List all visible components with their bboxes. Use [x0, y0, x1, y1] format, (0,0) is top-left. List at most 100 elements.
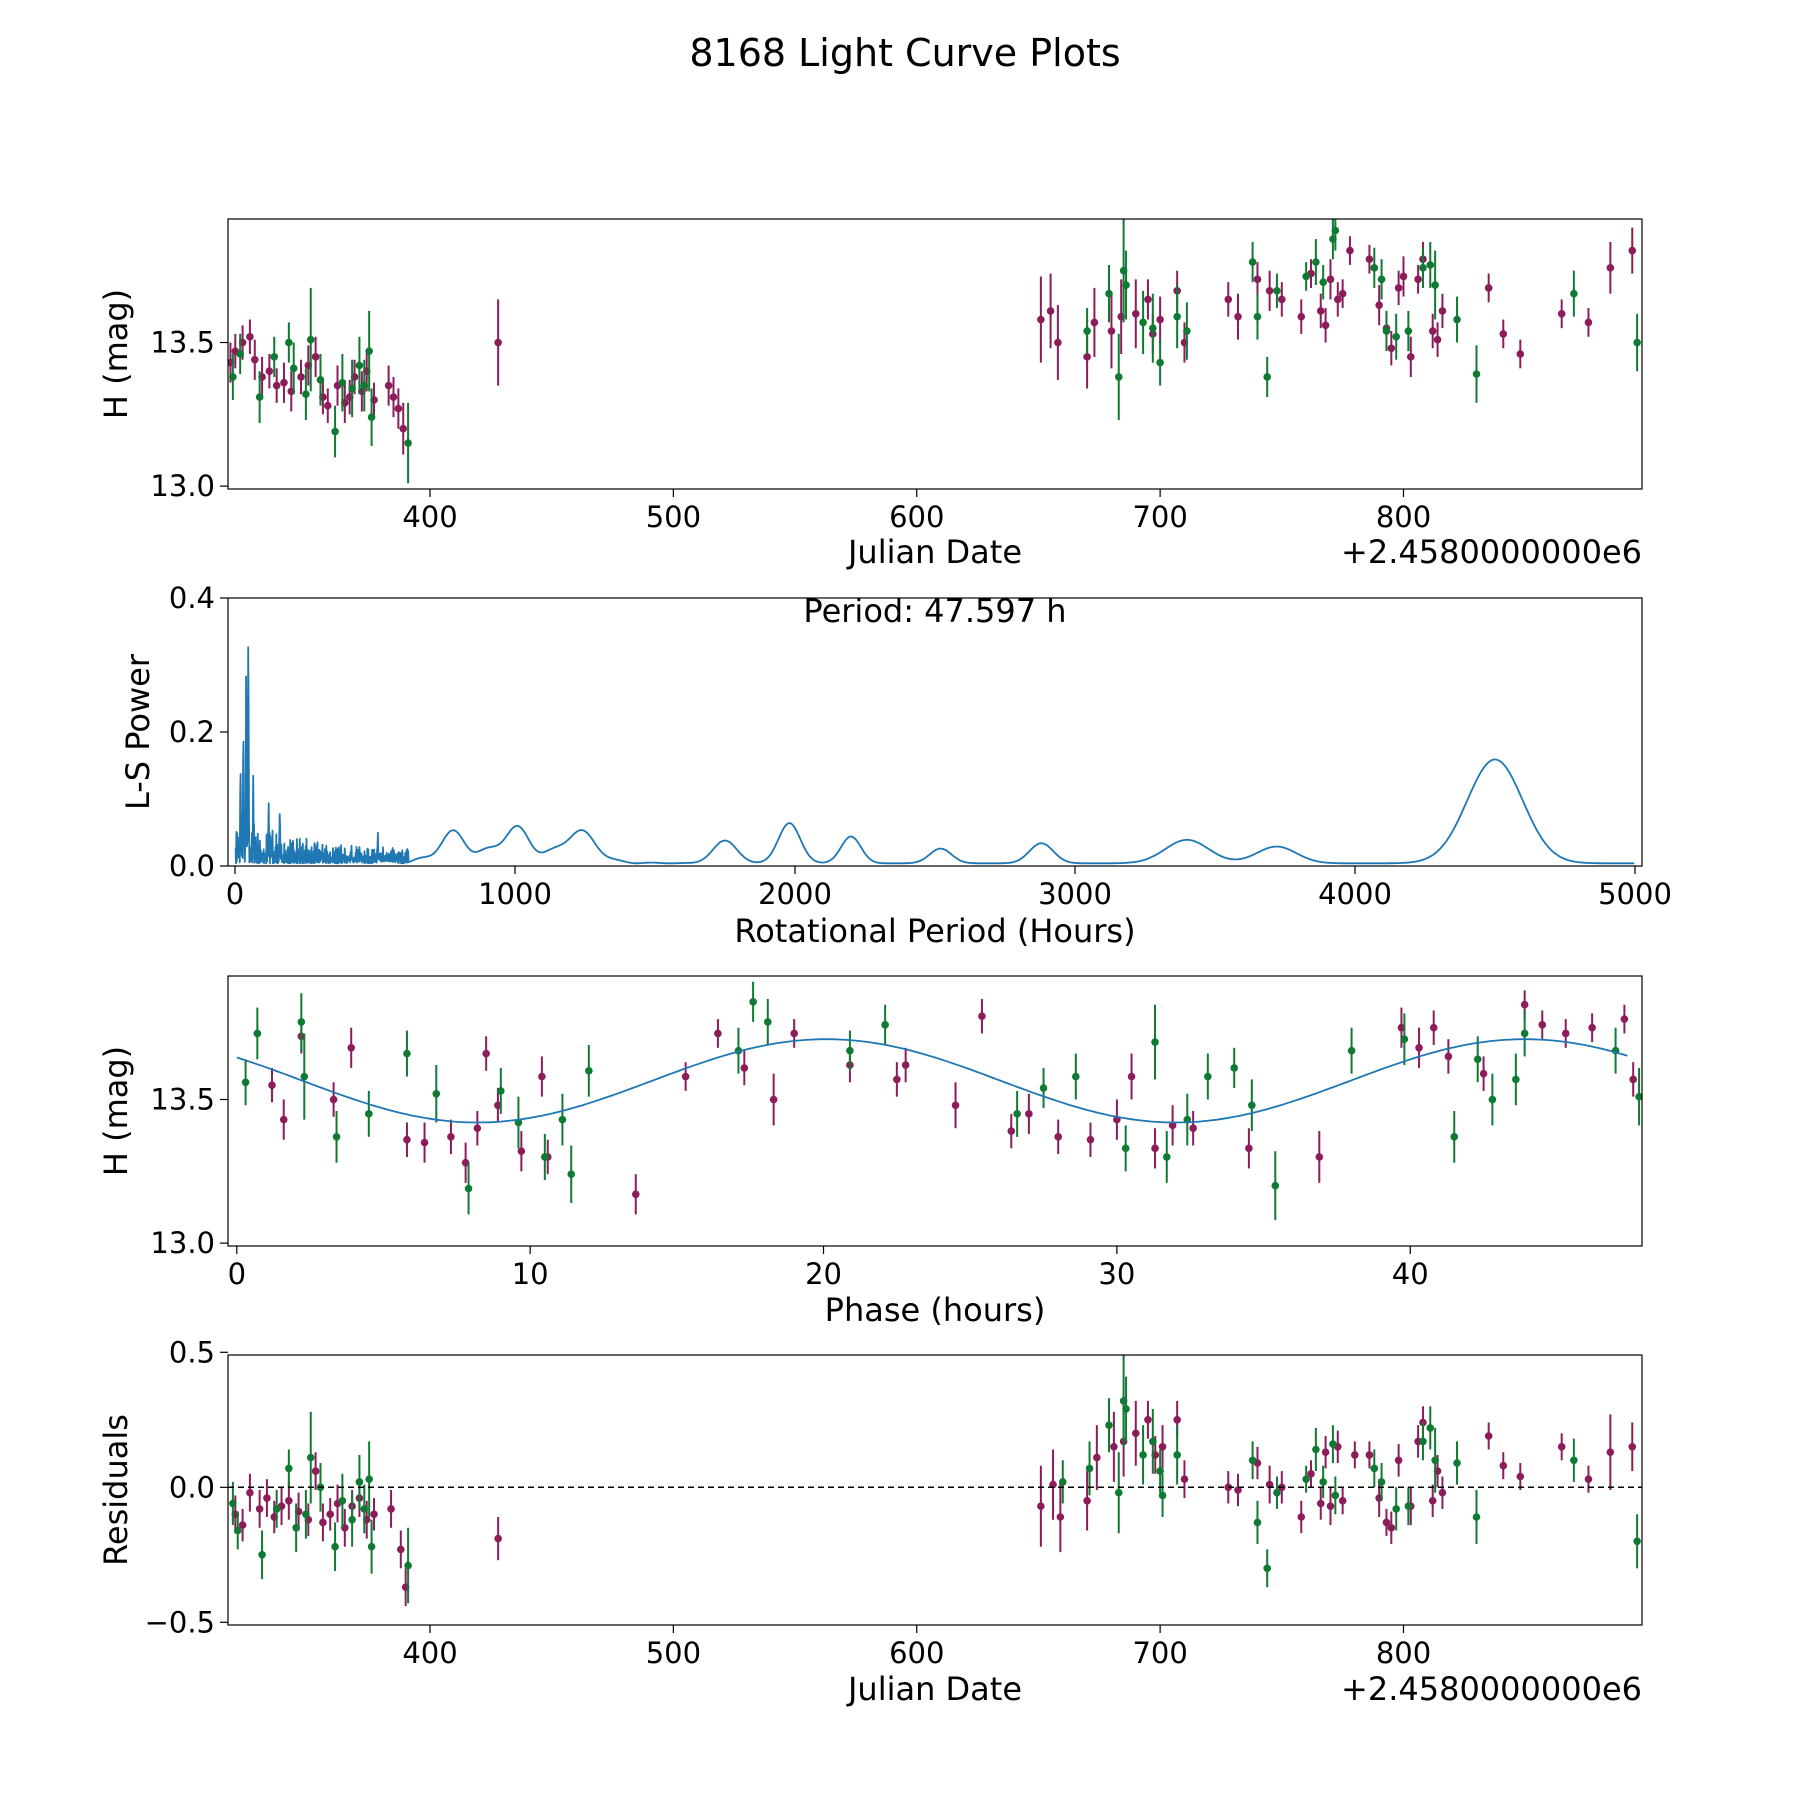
data-point: [1588, 1023, 1596, 1032]
data-point: [270, 353, 279, 361]
data-point: [399, 424, 408, 433]
data-point: [1315, 1153, 1324, 1161]
data-point: [329, 1095, 338, 1104]
data-point: [740, 1064, 749, 1072]
data-point: [1085, 1464, 1094, 1473]
x-tick-label: 2000: [758, 877, 832, 911]
data-point: [432, 1089, 441, 1098]
data-point: [1472, 370, 1481, 378]
data-point: [1090, 318, 1099, 327]
data-point: [370, 1510, 378, 1519]
light-curve-y-ticks: 13.0 13.5: [150, 326, 228, 503]
data-point: [1444, 1052, 1453, 1061]
data-point: [1520, 1000, 1529, 1009]
data-point: [1394, 284, 1403, 292]
data-point: [403, 1135, 411, 1144]
data-point: [1121, 1144, 1130, 1153]
phased-curve-plot-area: [227, 975, 1643, 1247]
data-point: [1520, 1029, 1529, 1038]
y-tick-label: 0.2: [169, 715, 215, 749]
data-point: [1263, 1564, 1272, 1573]
data-point: [1245, 1144, 1253, 1153]
x-tick-label: 600: [889, 500, 944, 534]
data-point: [1046, 307, 1055, 315]
periodogram-x-ticks: 0 1000 2000 3000 4000 5000: [226, 866, 1672, 911]
data-point: [311, 1467, 320, 1475]
data-point: [1557, 309, 1566, 318]
data-point: [1278, 295, 1286, 304]
data-point: [1346, 246, 1354, 255]
data-point: [389, 393, 398, 401]
data-point: [1271, 1181, 1280, 1190]
data-point: [1319, 1478, 1327, 1486]
light-curve-offset-text: +2.4580000000e6: [1341, 533, 1642, 571]
residuals-offset-text: +2.4580000000e6: [1341, 1670, 1642, 1708]
x-tick-label: 40: [1392, 1257, 1429, 1291]
data-point: [311, 353, 320, 361]
data-point: [1428, 1497, 1437, 1505]
data-point: [1488, 1095, 1497, 1104]
data-point: [236, 350, 244, 358]
data-point: [1414, 275, 1422, 284]
data-point: [355, 1478, 364, 1486]
data-point: [1307, 1470, 1315, 1478]
data-point: [1429, 1023, 1438, 1032]
data-point: [365, 1110, 373, 1118]
data-point: [1037, 315, 1045, 324]
data-point: [1302, 1475, 1310, 1483]
data-point: [1204, 1072, 1212, 1081]
data-point: [1365, 255, 1374, 264]
data-point: [1329, 1440, 1337, 1448]
data-point: [1110, 1443, 1118, 1451]
data-point: [951, 1101, 960, 1110]
data-point: [316, 376, 325, 384]
x-tick-label: 5000: [1598, 877, 1672, 911]
light-curve-x-ticks: 400 500 600 700 800: [402, 489, 1431, 534]
data-point: [1131, 1429, 1140, 1438]
data-point: [1156, 358, 1164, 367]
data-point: [1338, 289, 1347, 298]
data-point: [769, 1095, 778, 1104]
data-point: [1234, 1486, 1242, 1494]
data-point: [285, 1464, 293, 1473]
data-point: [1570, 289, 1578, 298]
residuals-y-ticks: −0.5 0.0 0.5: [145, 1335, 228, 1639]
data-point: [1007, 1127, 1016, 1135]
residuals-y-label: Residuals: [97, 1414, 135, 1566]
data-point: [302, 1510, 310, 1519]
data-point: [1333, 295, 1342, 304]
residuals-x-ticks: 400 500 600 700 800: [402, 1625, 1431, 1670]
data-point: [348, 1515, 356, 1524]
data-point: [1512, 1075, 1520, 1084]
data-point: [1450, 1133, 1459, 1141]
data-point: [1302, 272, 1310, 281]
data-point: [323, 401, 332, 410]
data-point: [1606, 264, 1615, 272]
data-point: [1426, 261, 1435, 269]
y-tick-label: −0.5: [145, 1605, 215, 1639]
data-point: [494, 338, 502, 347]
data-point: [420, 1138, 429, 1147]
data-point: [292, 1524, 300, 1532]
data-point: [1406, 353, 1415, 361]
data-point: [1397, 1023, 1406, 1032]
data-point: [1265, 1480, 1274, 1489]
x-tick-label: 0: [226, 877, 244, 911]
y-tick-label: 13.5: [150, 326, 215, 360]
data-point: [482, 1049, 490, 1058]
data-point: [1122, 1405, 1130, 1413]
data-point: [1139, 1451, 1147, 1459]
data-point: [297, 1018, 306, 1026]
data-point: [1404, 327, 1413, 335]
data-point: [558, 1115, 567, 1124]
data-point: [1331, 226, 1340, 235]
data-point: [1584, 1475, 1593, 1483]
data-point: [229, 373, 237, 381]
data-point: [1351, 1451, 1359, 1459]
data-point: [1131, 309, 1140, 318]
x-tick-label: 500: [646, 500, 701, 534]
data-point: [403, 1049, 411, 1058]
data-point: [241, 1078, 250, 1087]
data-point: [1377, 1478, 1386, 1486]
phased-curve-x-ticks: 0 10 20 30 40: [228, 1246, 1429, 1291]
